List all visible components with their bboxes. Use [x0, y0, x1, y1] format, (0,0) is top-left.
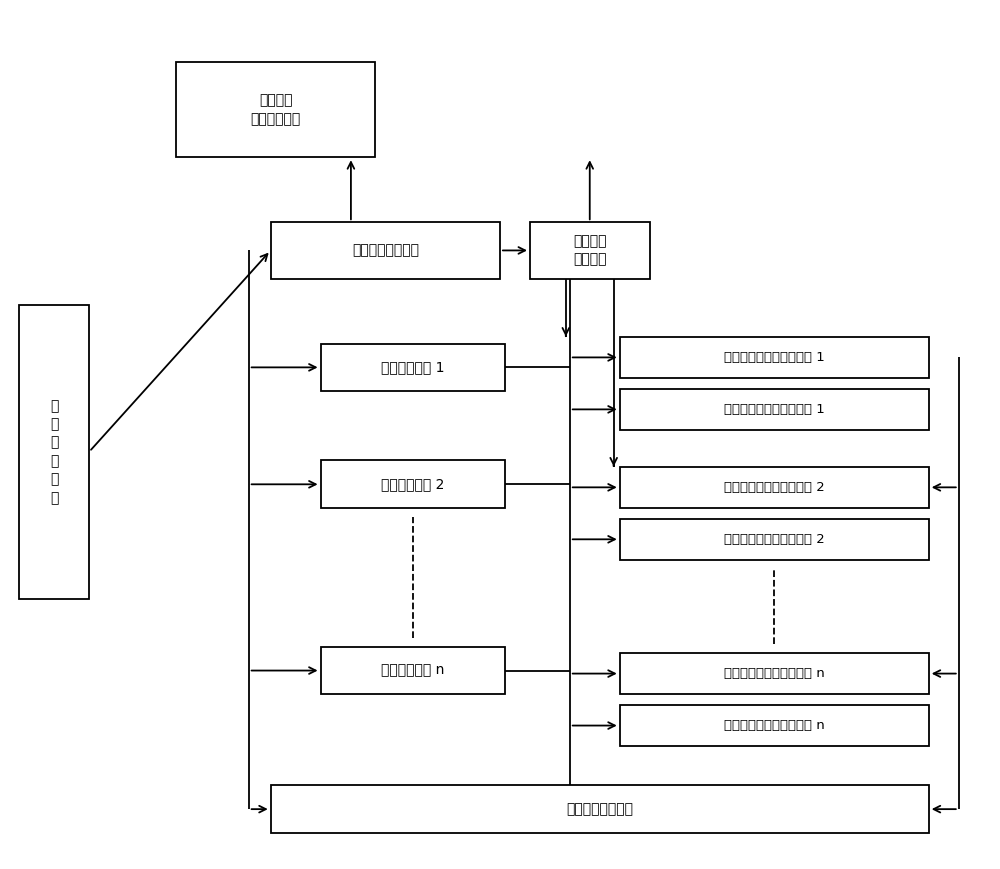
Bar: [176, 62, 375, 157]
Bar: [620, 388, 929, 430]
Bar: [620, 467, 929, 508]
Text: 进
程
任
务
分
割: 进 程 任 务 分 割: [50, 399, 58, 505]
Text: 压缩数据循环双缓冲队列 1: 压缩数据循环双缓冲队列 1: [724, 403, 825, 416]
Text: 原始数据读取线程: 原始数据读取线程: [352, 243, 419, 257]
Bar: [271, 222, 500, 279]
Bar: [530, 222, 650, 279]
Text: 内存映射
结合数据分块: 内存映射 结合数据分块: [251, 94, 301, 126]
Bar: [320, 343, 505, 391]
Text: 原始数据循环双缓冲队列 2: 原始数据循环双缓冲队列 2: [724, 481, 825, 494]
Bar: [320, 647, 505, 694]
Text: 压缩数据写入线程: 压缩数据写入线程: [566, 802, 633, 816]
Text: 原始数据循环双缓冲队列 1: 原始数据循环双缓冲队列 1: [724, 351, 825, 364]
Text: 读写顺序
二维数组: 读写顺序 二维数组: [573, 235, 607, 267]
Bar: [620, 705, 929, 746]
Text: 原始数据循环双缓冲队列 n: 原始数据循环双缓冲队列 n: [724, 667, 825, 680]
Bar: [19, 304, 89, 599]
Bar: [320, 461, 505, 508]
Bar: [620, 653, 929, 694]
Text: 压缩数据循环双缓冲队列 2: 压缩数据循环双缓冲队列 2: [724, 533, 825, 546]
Text: 压缩数据循环双缓冲队列 n: 压缩数据循环双缓冲队列 n: [724, 719, 825, 732]
Text: 压缩工作线程 2: 压缩工作线程 2: [381, 477, 444, 491]
Text: 压缩工作线程 n: 压缩工作线程 n: [381, 664, 444, 678]
Bar: [620, 519, 929, 561]
Bar: [271, 786, 929, 833]
Text: 压缩工作线程 1: 压缩工作线程 1: [381, 361, 444, 375]
Bar: [620, 336, 929, 378]
